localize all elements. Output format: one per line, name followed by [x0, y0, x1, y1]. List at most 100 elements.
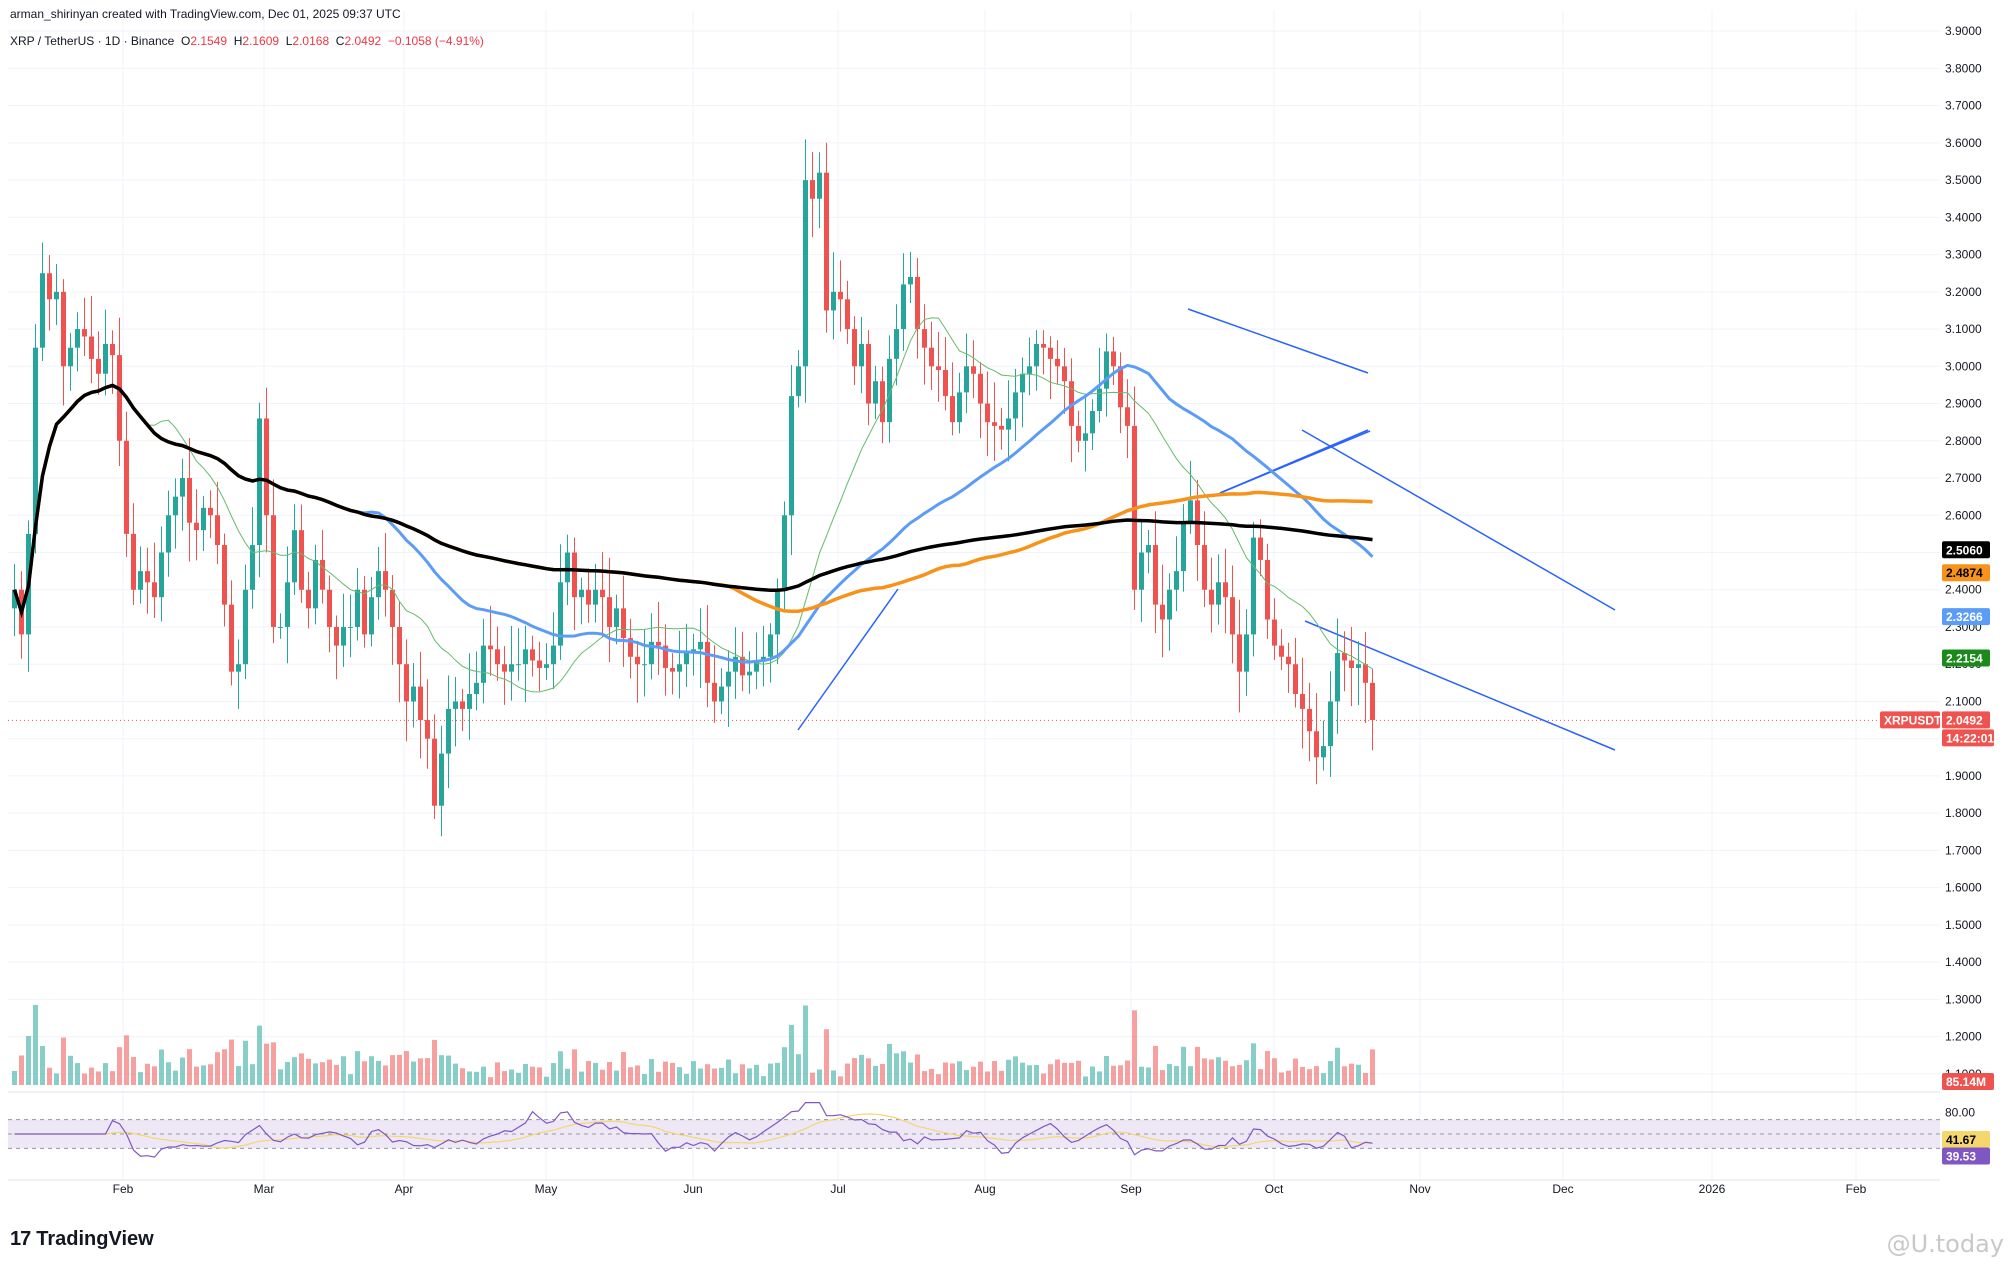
volume-bar	[824, 1029, 829, 1085]
candle-body	[1174, 571, 1179, 590]
moving-averages	[12, 317, 1374, 693]
volume-bar	[1342, 1066, 1347, 1085]
candle-body	[558, 582, 563, 646]
volume-bar	[152, 1066, 157, 1085]
volume-bar	[656, 1071, 661, 1085]
price-tick-label: 2.7000	[1945, 471, 1982, 485]
ma200-line	[12, 383, 1373, 619]
volume-bar	[68, 1055, 73, 1085]
volume-tag-text: 85.14M	[1946, 1075, 1986, 1089]
candle-body	[523, 649, 528, 665]
volume-bar	[474, 1071, 479, 1085]
candle-body	[1272, 619, 1277, 646]
candle-body	[1055, 358, 1060, 367]
volume-bar	[887, 1043, 892, 1085]
volume-bar	[1118, 1065, 1123, 1085]
candle-body	[54, 291, 59, 300]
candle-body	[201, 507, 206, 531]
volume-bar	[950, 1063, 955, 1085]
candle-body	[1027, 366, 1032, 374]
candle-body	[999, 425, 1004, 430]
candle-body	[1265, 559, 1270, 620]
time-tick-label: 2026	[1699, 1182, 1726, 1196]
candle-body	[1125, 407, 1130, 426]
volume-bar	[1293, 1058, 1298, 1085]
time-tick-label: Mar	[254, 1182, 275, 1196]
candle-body	[103, 343, 108, 374]
time-axis[interactable]: Feb Mar Apr May Jun Jul Aug Sep Oct Nov Dec 2026 Feb	[113, 1182, 1867, 1196]
ma20-tag-bg	[1942, 649, 1990, 667]
volume-bar	[1244, 1060, 1249, 1085]
candle-body	[1020, 373, 1025, 393]
time-tick-label: Apr	[395, 1182, 414, 1196]
candle-body	[47, 273, 52, 300]
candle-body	[292, 530, 297, 583]
trendline	[1219, 429, 1369, 494]
candle-body	[530, 649, 535, 661]
volume-bar	[943, 1062, 948, 1085]
volume-bar	[1230, 1066, 1235, 1085]
volume-bar	[852, 1058, 857, 1085]
volume-bar	[1013, 1056, 1018, 1085]
candle-body	[593, 589, 598, 605]
volume-bar	[166, 1062, 171, 1085]
volume-bar	[103, 1063, 108, 1085]
volume-bar	[159, 1049, 164, 1085]
trendline	[1187, 308, 1369, 374]
volume-bar	[26, 1035, 31, 1085]
tradingview-logo[interactable]: 17 TradingView	[10, 1228, 154, 1251]
price-tick-label: 3.3000	[1945, 248, 1982, 262]
candle-body	[257, 418, 262, 546]
volume-bar	[1237, 1064, 1242, 1085]
candle-body	[796, 366, 801, 397]
volume-bar	[1286, 1070, 1291, 1085]
candle-body	[768, 634, 773, 657]
candle-body	[803, 180, 808, 367]
ma200-tag-text: 2.5060	[1946, 543, 1983, 557]
price-tick-label: 3.6000	[1945, 136, 1982, 150]
candle-body	[383, 571, 388, 590]
candle-body	[586, 589, 591, 605]
price-tick-label: 1.4000	[1945, 955, 1982, 969]
volume-bar	[572, 1049, 577, 1085]
volume-bar	[796, 1054, 801, 1085]
volume-bar	[439, 1055, 444, 1085]
candle-body	[222, 545, 227, 605]
volume-bar	[1328, 1061, 1333, 1085]
candle-body	[12, 589, 17, 609]
volume-bar	[61, 1037, 66, 1085]
candle-body	[509, 664, 514, 672]
candle-body	[880, 381, 885, 423]
time-tick-label: Jul	[830, 1182, 845, 1196]
volume-bar	[1006, 1059, 1011, 1085]
candle-body	[40, 273, 45, 348]
candle-body	[1328, 701, 1333, 747]
candle-body	[439, 753, 444, 806]
candle-body	[957, 392, 962, 423]
candle-body	[341, 626, 346, 646]
volume-bar	[285, 1061, 290, 1085]
trendline	[1301, 429, 1616, 611]
site-watermark: @U.today	[1886, 1230, 2004, 1258]
volume-bar	[201, 1065, 206, 1085]
volume-bar	[355, 1051, 360, 1085]
volume-bar	[1062, 1062, 1067, 1085]
candle-body	[418, 686, 423, 721]
candle-body	[1363, 664, 1368, 683]
symbol-legend[interactable]: XRP / TetherUS · 1D · Binance O2.1549 H2…	[10, 34, 484, 48]
volume-bar	[19, 1055, 24, 1085]
volume-bar	[446, 1055, 451, 1085]
volume-bar	[803, 1005, 808, 1085]
volume-bar	[628, 1067, 633, 1085]
volume-bar	[530, 1066, 535, 1085]
candle-body	[61, 291, 66, 367]
candle-body	[600, 589, 605, 598]
candle-body	[68, 347, 73, 367]
candle-body	[117, 355, 122, 441]
volume-bar	[187, 1049, 192, 1085]
ohlc-change: −0.1058 (−4.91%)	[387, 34, 484, 48]
price-tick-label: 1.5000	[1945, 918, 1982, 932]
price-tick-label: 1.2000	[1945, 1030, 1982, 1044]
volume-bar	[761, 1076, 766, 1085]
